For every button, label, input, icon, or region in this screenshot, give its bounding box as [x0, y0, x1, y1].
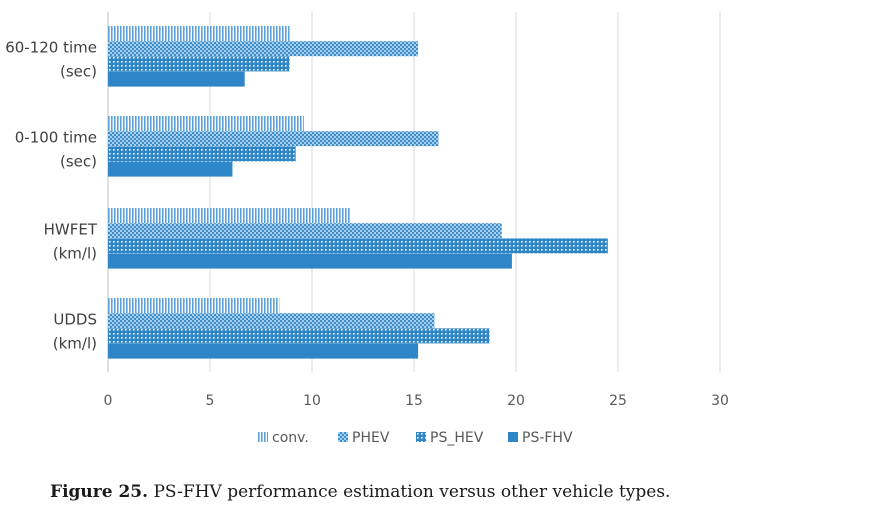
category-label: UDDS: [53, 310, 97, 328]
bar-conv.: [108, 116, 304, 131]
category-label: (sec): [60, 62, 97, 80]
legend-label-PHEV: PHEV: [352, 430, 390, 446]
bar-PS_HEV: [108, 56, 290, 72]
legend-label-PS_HEV: PS_HEV: [430, 430, 484, 446]
bar-PHEV: [108, 223, 502, 239]
x-tick-label: 25: [609, 393, 627, 409]
category-label: 60-120 time: [5, 38, 97, 56]
bar-conv.: [108, 26, 290, 41]
category-label: (km/l): [53, 244, 97, 262]
bar-chart: 60-120 time (sec) 0-100 time (sec) HWFET (km/…: [5, 12, 729, 446]
legend-label-conv.: conv.: [272, 430, 309, 446]
legend-swatch-PS-FHV: [508, 432, 518, 442]
bar-PHEV: [108, 131, 439, 147]
bar-conv.: [108, 298, 280, 313]
category-label: HWFET: [44, 220, 98, 238]
x-tick-label: 0: [104, 393, 113, 409]
bar-PS_HEV: [108, 146, 296, 162]
x-tick-label: 20: [507, 393, 525, 409]
bar-PHEV: [108, 41, 419, 57]
figure-caption: Figure 25. PS-FHV performance estimation…: [50, 482, 670, 502]
x-tick-label: 10: [303, 393, 321, 409]
category-label: (km/l): [53, 334, 97, 352]
bar-conv.: [108, 208, 351, 223]
legend-label-PS-FHV: PS-FHV: [522, 430, 573, 446]
figure-caption-text: PS-FHV performance estimation versus oth…: [153, 482, 671, 502]
bar-PS_HEV: [108, 238, 608, 254]
bar-PHEV: [108, 313, 435, 329]
category-label: 0-100 time: [15, 128, 97, 146]
legend-swatch-conv.: [258, 432, 268, 442]
x-tick-label: 30: [711, 393, 729, 409]
category-label: (sec): [60, 152, 97, 170]
bar-PS-FHV: [108, 343, 419, 359]
x-tick-label: 15: [405, 393, 423, 409]
bar-PS-FHV: [108, 161, 233, 177]
bar-PS-FHV: [108, 71, 245, 87]
legend-swatch-PHEV: [338, 432, 348, 442]
x-tick-label: 5: [206, 393, 215, 409]
figure-label: Figure 25.: [50, 482, 149, 502]
legend-swatch-PS_HEV: [416, 432, 426, 442]
bar-PS_HEV: [108, 328, 490, 344]
bar-PS-FHV: [108, 253, 512, 269]
